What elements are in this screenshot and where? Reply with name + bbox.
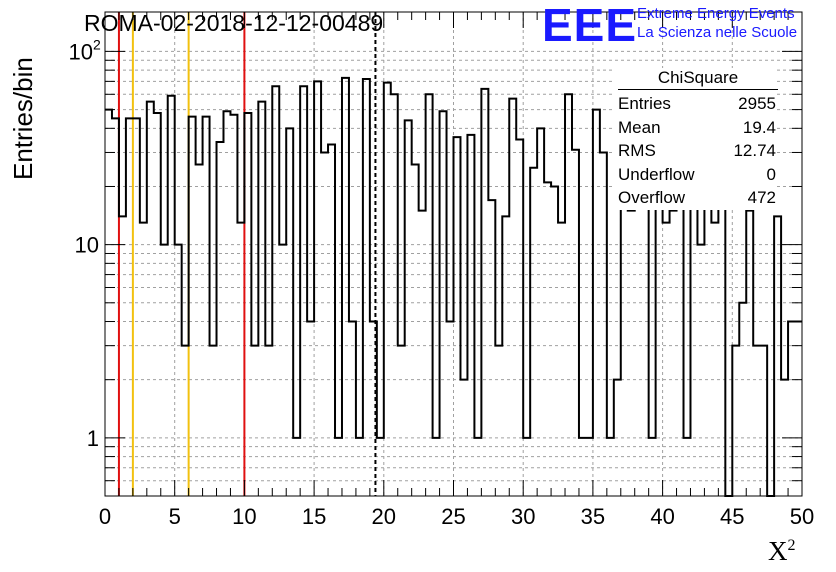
x-tick-label: 0 [99, 504, 111, 529]
stats-label: Overflow [618, 188, 686, 207]
x-tick-label: 15 [302, 504, 326, 529]
stats-value: 12.74 [733, 141, 776, 160]
stats-box: ChiSquare Entries 2955 Mean 19.4 RMS 12.74 Und… [612, 68, 778, 210]
x-tick-label: 35 [581, 504, 605, 529]
stats-label: RMS [618, 141, 656, 160]
stats-row: Mean 19.4 [612, 116, 776, 140]
y-tick-label: 10 [75, 233, 99, 258]
stats-row: Underflow 0 [612, 163, 776, 187]
y-tick-label-exponent: 2 [93, 36, 101, 52]
x-axis-label: X2 [768, 536, 796, 566]
stats-label: Entries [618, 94, 671, 113]
x-tick-label: 25 [441, 504, 465, 529]
y-axis-label: Entries/bin [8, 57, 38, 180]
logo-line-2: La Scienza nelle Scuole [637, 24, 798, 41]
x-tick-label: 5 [169, 504, 181, 529]
stats-label: Underflow [618, 164, 695, 184]
stats-value: 19.4 [742, 117, 776, 137]
x-tick-label: 10 [232, 504, 256, 529]
x-tick-label: 50 [790, 504, 814, 529]
stats-row: Overflow 472 [612, 186, 776, 210]
x-tick-label: 45 [720, 504, 744, 529]
stats-row: Entries 2955 [612, 92, 776, 116]
y-tick-label: 10 [69, 39, 93, 64]
x-tick-label: 20 [372, 504, 396, 529]
logo-letters: EEE [542, 0, 638, 51]
stats-value: 2955 [738, 94, 776, 113]
chart-title: ROMA-02-2018-12-12-00489 [84, 10, 384, 36]
logo-line-1: Extreme Energy Events [637, 5, 795, 22]
x-tick-label: 40 [650, 504, 674, 529]
y-tick-label: 1 [87, 426, 99, 451]
stats-value: 472 [747, 188, 776, 207]
stats-title: ChiSquare [618, 68, 778, 90]
stats-label: Mean [618, 117, 661, 137]
x-tick-label: 30 [511, 504, 535, 529]
stats-value: 0 [766, 164, 776, 184]
stats-row: RMS 12.74 [612, 139, 776, 163]
